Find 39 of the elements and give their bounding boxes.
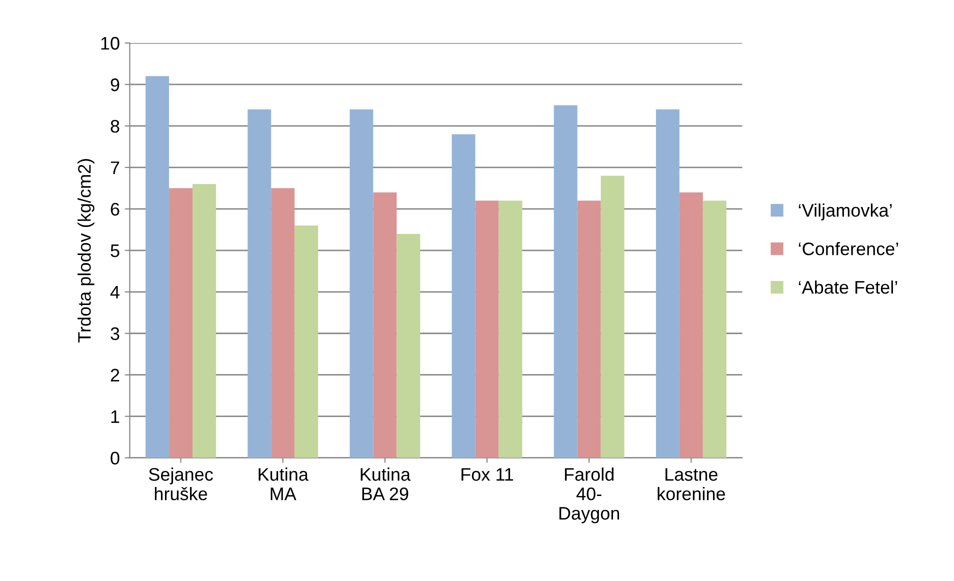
y-tick-label: 1 <box>111 410 120 423</box>
bar <box>452 134 476 458</box>
bar <box>192 184 216 458</box>
bar <box>577 200 601 458</box>
legend-label: ‘Conference’ <box>798 242 898 256</box>
bar <box>554 105 578 458</box>
y-tick-label: 0 <box>110 452 120 465</box>
x-tick-label: Fox 11 <box>462 468 514 481</box>
x-tick-label: Kutina MA <box>258 468 308 500</box>
bar <box>600 176 624 458</box>
x-tick-label: Sejanec hruške <box>148 468 213 500</box>
x-tick-label: Lastne korenine <box>658 468 726 500</box>
bar <box>679 192 703 458</box>
bar <box>498 200 522 458</box>
y-axis-title: Trdota plodov (kg/cm2) <box>78 159 94 342</box>
x-tick-label: Farold 40- Daygon <box>559 468 620 524</box>
bar <box>396 234 420 458</box>
y-tick-label: 5 <box>110 244 120 258</box>
y-tick-label: 4 <box>110 286 120 298</box>
bar <box>373 192 397 458</box>
y-tick-label: 2 <box>110 368 120 382</box>
y-tick-label: 3 <box>110 327 120 340</box>
x-tick-label: Kutina BA 29 <box>360 468 411 500</box>
bar <box>169 188 193 458</box>
y-tick-label: 6 <box>110 202 120 216</box>
y-tick-label: 10 <box>101 36 120 50</box>
bar <box>656 109 680 458</box>
bar <box>146 76 170 458</box>
legend-label: ‘Abate Fetel’ <box>798 280 898 294</box>
y-tick-label: 8 <box>110 120 120 133</box>
bar <box>294 226 318 458</box>
bar <box>248 109 272 458</box>
y-tick-label: 7 <box>110 162 120 174</box>
bar <box>350 109 374 458</box>
legend-label: ‘Viljamovka’ <box>798 204 892 220</box>
y-tick-label: 9 <box>110 78 120 92</box>
bar <box>271 188 295 458</box>
bar <box>475 200 499 458</box>
bar <box>702 200 726 458</box>
